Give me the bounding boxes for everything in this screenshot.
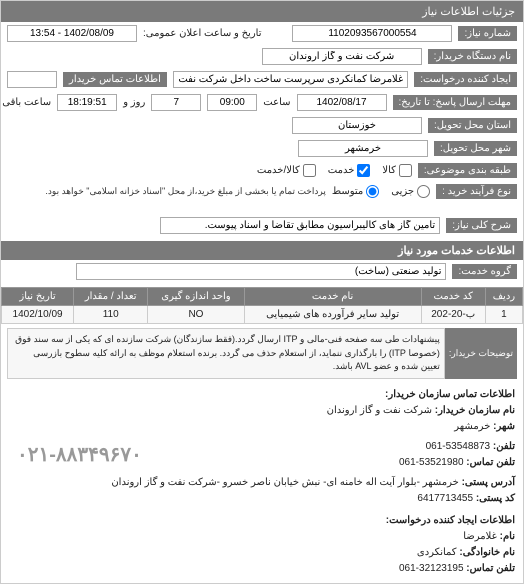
cname-label: نام:: [500, 531, 515, 542]
cphone2-label: تلفن تماس:: [466, 563, 515, 574]
announce-date-input[interactable]: [7, 25, 137, 42]
table-header-row: ردیف کد خدمت نام خدمت واحد اندازه گیری ت…: [2, 288, 523, 306]
row-need-title: شرح کلی نیاز:: [1, 214, 523, 237]
buyer-description-label: توضیحات خریدار:: [445, 328, 517, 379]
col-name: نام خدمت: [244, 288, 421, 306]
service-group-input[interactable]: [76, 263, 446, 280]
cell-qty: 110: [74, 306, 148, 324]
creator-contact-header: اطلاعات ایجاد کننده درخواست:: [386, 515, 515, 526]
buyer-label: نام دستگاه خریدار:: [428, 49, 517, 64]
row-process: نوع فرآیند خرید : جزیی متوسط پرداخت تمام…: [1, 181, 523, 202]
city-input[interactable]: [298, 140, 428, 157]
cphone-label: تلفن:: [493, 441, 515, 452]
col-unit: واحد اندازه گیری: [148, 288, 244, 306]
buyer-contact-label[interactable]: اطلاعات تماس خریدار: [63, 72, 167, 87]
cfax-label: تلفن تماس:: [466, 457, 515, 468]
cat-opt-service[interactable]: خدمت: [328, 164, 371, 177]
cfax-value: 53521980-061: [399, 457, 464, 468]
buyer-contact-input[interactable]: [7, 71, 57, 88]
row-deadline: مهلت ارسال پاسخ: تا تاریخ: ساعت روز و سا…: [1, 91, 523, 114]
remain-input[interactable]: [57, 94, 117, 111]
province-label: استان محل تحویل:: [428, 118, 517, 133]
creator-label: ایجاد کننده درخواست:: [414, 72, 517, 87]
category-label: طبقه بندی موضوعی:: [418, 163, 517, 178]
row-province: استان محل تحویل:: [1, 114, 523, 137]
row-creator: ایجاد کننده درخواست: اطلاعات تماس خریدار: [1, 68, 523, 91]
cfam-label: نام خانوادگی:: [459, 547, 515, 558]
deadline-time-input[interactable]: [207, 94, 257, 111]
service-group-label: گروه خدمت:: [452, 264, 517, 279]
post-label: کد پستی:: [476, 493, 515, 504]
cell-code: ب-20-202: [421, 306, 485, 324]
col-row: ردیف: [485, 288, 522, 306]
cat-opt-both[interactable]: کالا/خدمت: [257, 164, 316, 177]
cat-opt-goods[interactable]: کالا: [382, 164, 412, 177]
services-table: ردیف کد خدمت نام خدمت واحد اندازه گیری ت…: [1, 287, 523, 324]
buyer-input[interactable]: [262, 48, 422, 65]
cphone-value: 53548873-061: [426, 441, 491, 452]
cname-value: غلامرضا: [463, 531, 497, 542]
buyer-contact-section: اطلاعات تماس سازمان خریدار: نام سازمان خ…: [1, 381, 523, 513]
province-input[interactable]: [292, 117, 422, 134]
buyer-description-text: پیشنهادات طی سه صفحه فنی-مالی و ITP ارسا…: [7, 328, 445, 379]
days-input[interactable]: [151, 94, 201, 111]
addr-value: خرمشهر -بلوار آیت اله خامنه ای- نبش خیاب…: [111, 477, 458, 488]
cell-unit: NO: [148, 306, 244, 324]
panel-header: جزئیات اطلاعات نیاز: [1, 1, 523, 22]
col-code: کد خدمت: [421, 288, 485, 306]
cphone2-value: 32123195-061: [399, 563, 464, 574]
announce-date-label: تاریخ و ساعت اعلان عمومی:: [143, 28, 262, 39]
need-title-label: شرح کلی نیاز:: [446, 218, 517, 233]
creator-input[interactable]: [173, 71, 408, 88]
details-panel: جزئیات اطلاعات نیاز شماره نیاز: تاریخ و …: [0, 0, 524, 584]
col-qty: تعداد / مقدار: [74, 288, 148, 306]
proc-opt-medium[interactable]: متوسط: [332, 185, 379, 198]
deadline-date-input[interactable]: [297, 94, 387, 111]
row-category: طبقه بندی موضوعی: کالا خدمت کالا/خدمت: [1, 160, 523, 181]
addr-label: آدرس پستی:: [462, 477, 515, 488]
need-title-input[interactable]: [160, 217, 440, 234]
process-note: پرداخت تمام یا بخشی از مبلغ خرید،از محل …: [45, 186, 325, 197]
row-service-group: گروه خدمت:: [1, 260, 523, 283]
org-value: شرکت نفت و گاز اروندان: [327, 405, 432, 416]
proc-opt-minor[interactable]: جزیی: [391, 185, 430, 198]
deadline-label: مهلت ارسال پاسخ: تا تاریخ:: [393, 95, 517, 110]
days-label: روز و: [123, 97, 145, 108]
row-need-number: شماره نیاز: تاریخ و ساعت اعلان عمومی:: [1, 22, 523, 45]
need-number-input[interactable]: [292, 25, 452, 42]
org-label: نام سازمان خریدار:: [435, 405, 515, 416]
ccity-value: خرمشهر: [454, 421, 490, 432]
col-date: تاریخ نیاز: [2, 288, 74, 306]
city-label: شهر محل تحویل:: [434, 141, 517, 156]
remain-label: ساعت باقی مانده: [0, 97, 51, 108]
process-label: نوع فرآیند خرید :: [436, 184, 517, 199]
post-value: 6417713455: [417, 493, 473, 504]
time-label: ساعت: [263, 97, 290, 108]
row-buyer: نام دستگاه خریدار:: [1, 45, 523, 68]
buyer-contact-header: اطلاعات تماس سازمان خریدار:: [385, 389, 515, 400]
table-row[interactable]: 1 ب-20-202 تولید سایر فرآورده های شیمیای…: [2, 306, 523, 324]
cell-date: 1402/10/09: [2, 306, 74, 324]
cell-row: 1: [485, 306, 522, 324]
big-phone: ۰۲۱-۸۸۳۴۹۶۷۰: [9, 435, 150, 475]
category-options: کالا خدمت کالا/خدمت: [257, 164, 412, 177]
process-options: جزیی متوسط: [332, 185, 430, 198]
buyer-description-block: توضیحات خریدار: پیشنهادات طی سه صفحه فنی…: [7, 328, 517, 379]
cfam-value: کمانکردی: [417, 547, 457, 558]
need-number-label: شماره نیاز:: [458, 26, 517, 41]
creator-contact-section: اطلاعات ایجاد کننده درخواست: نام: غلامرض…: [1, 513, 523, 583]
row-city: شهر محل تحویل:: [1, 137, 523, 160]
services-section-header: اطلاعات خدمات مورد نیاز: [1, 241, 523, 260]
cell-name: تولید سایر فرآورده های شیمیایی: [244, 306, 421, 324]
ccity-label: شهر:: [493, 421, 515, 432]
